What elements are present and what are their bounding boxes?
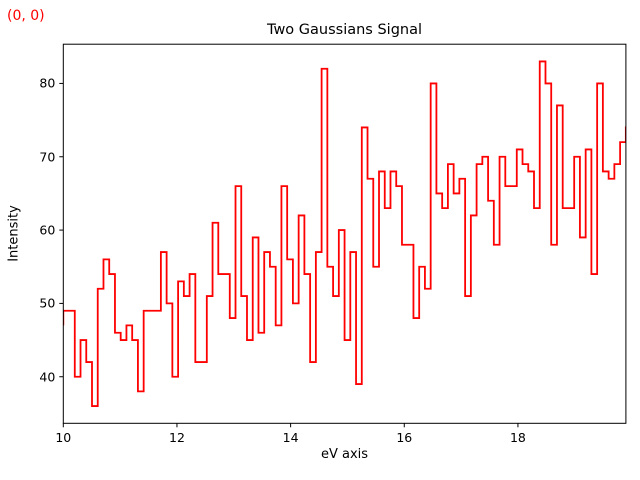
y-tick-label: 50 <box>39 295 56 311</box>
signal-step-line <box>63 60 626 407</box>
x-tick-label: 10 <box>55 430 72 445</box>
chart-title: Two Gaussians Signal <box>266 22 423 38</box>
origin-annotation: (0, 0) <box>7 8 45 24</box>
axes-spines <box>62 43 627 424</box>
y-tick-label: 60 <box>39 222 56 238</box>
y-tick-label: 40 <box>39 369 56 385</box>
y-tick-label: 80 <box>39 75 56 91</box>
x-tick-label: 14 <box>282 430 299 445</box>
y-tick-label: 70 <box>39 149 56 165</box>
x-tick-label: 12 <box>169 430 185 445</box>
y-axis-label: Intensity <box>6 205 22 262</box>
x-tick-label: 16 <box>396 430 413 445</box>
x-axis-label: eV axis <box>320 447 369 462</box>
x-tick-label: 18 <box>509 430 526 445</box>
